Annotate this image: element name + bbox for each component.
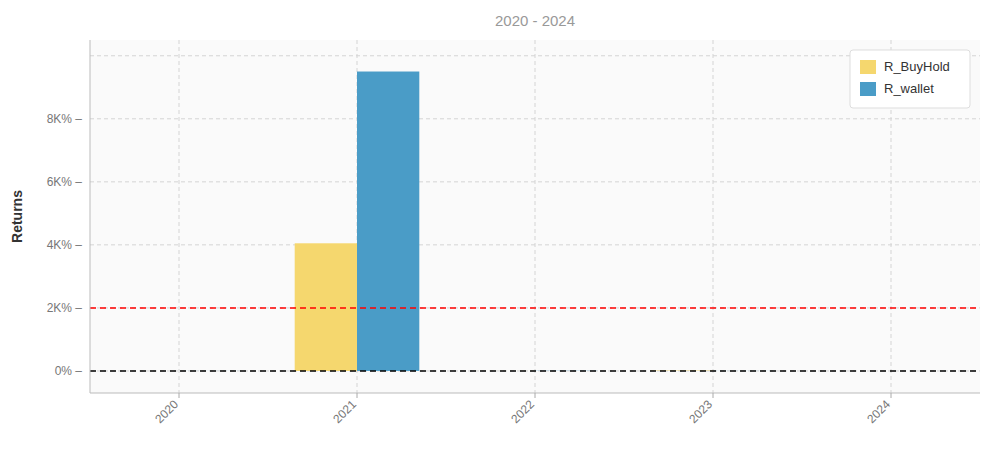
x-tick-label: 2020: [152, 397, 181, 426]
x-grid-line: [713, 40, 714, 393]
reference-lines: [90, 308, 980, 371]
y-axis-line: [90, 40, 91, 393]
y-grid-line: [90, 370, 980, 371]
legend: R_BuyHold R_wallet: [850, 50, 970, 108]
y-tick-label: 2K% –: [47, 301, 83, 315]
legend-frame: [850, 50, 970, 108]
bar: [357, 72, 419, 371]
bars: [117, 72, 954, 371]
x-tick-label: 2022: [508, 397, 537, 426]
legend-swatch: [860, 82, 876, 96]
x-tick: [357, 393, 358, 398]
bar: [295, 243, 357, 371]
y-tick-label: 8K% –: [47, 112, 83, 126]
x-tick: [891, 393, 892, 398]
legend-label: R_BuyHold: [884, 59, 950, 74]
bar: [117, 370, 179, 371]
x-grid-line: [535, 40, 536, 393]
legend-swatch: [860, 60, 876, 74]
y-tick-label: 6K% –: [47, 175, 83, 189]
x-tick-label: 2024: [864, 397, 893, 426]
x-tick: [535, 393, 536, 398]
title: 2020 - 2024: [495, 12, 575, 29]
chart-svg: 0% – 2K% – 4K% – 6K% – 8K% – 2020 2021 2022 2023…: [0, 0, 1000, 455]
grid: [90, 40, 980, 393]
y-tick-label: 0% –: [55, 364, 83, 378]
y-grid-line: [90, 307, 980, 308]
y-tick-label: 4K% –: [47, 238, 83, 252]
x-tick-label: 2021: [330, 397, 359, 426]
x-grid-line: [179, 40, 180, 393]
x-tick: [179, 393, 180, 398]
plot-background: [90, 40, 980, 393]
reference-line: [90, 370, 980, 372]
reference-line: [90, 307, 980, 309]
legend-label: R_wallet: [884, 81, 934, 96]
y-axis-label: Returns: [9, 190, 25, 243]
x-tick: [713, 393, 714, 398]
x-tick-label: 2023: [686, 397, 715, 426]
chart-container: 0% – 2K% – 4K% – 6K% – 8K% – 2020 2021 2022 2023…: [0, 0, 1000, 455]
